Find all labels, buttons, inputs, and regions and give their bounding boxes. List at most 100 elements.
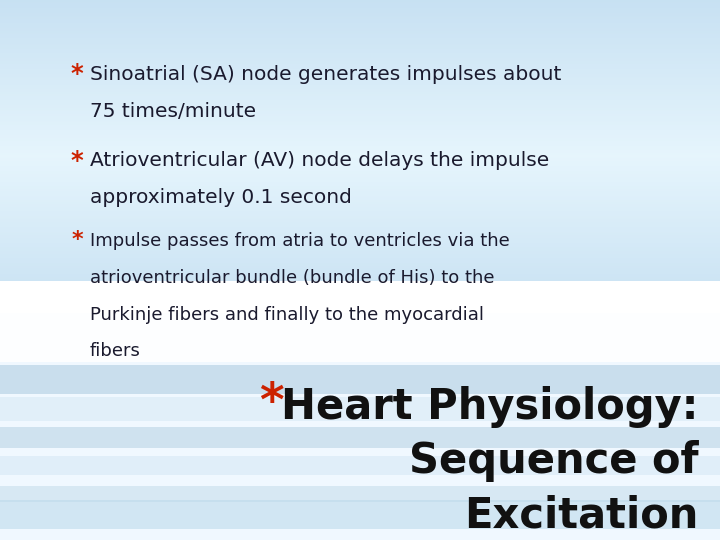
Bar	[0, 210, 720, 211]
Bar	[0, 500, 720, 529]
Bar	[0, 226, 720, 227]
Bar	[0, 230, 720, 232]
Bar	[0, 44, 720, 45]
Bar	[0, 39, 720, 40]
Bar	[0, 127, 720, 129]
Bar	[0, 152, 720, 153]
Bar	[0, 194, 720, 195]
Bar	[0, 200, 720, 202]
Text: *: *	[70, 148, 83, 172]
Bar	[0, 124, 720, 125]
Bar	[0, 129, 720, 130]
Bar	[0, 260, 720, 261]
Bar	[0, 207, 720, 208]
Text: Atrioventricular (AV) node delays the impulse: Atrioventricular (AV) node delays the im…	[90, 151, 549, 170]
Text: *: *	[70, 62, 83, 86]
Bar	[0, 42, 720, 44]
Bar	[0, 134, 720, 136]
Bar	[0, 280, 720, 282]
Bar	[0, 72, 720, 73]
Bar	[0, 427, 720, 448]
Bar	[0, 277, 720, 279]
Bar	[0, 202, 720, 204]
Bar	[0, 312, 720, 313]
Bar	[0, 9, 720, 11]
Bar	[0, 22, 720, 23]
Bar	[0, 294, 720, 296]
Bar	[0, 247, 720, 249]
Bar	[0, 313, 720, 540]
Bar	[0, 91, 720, 92]
Bar	[0, 301, 720, 302]
Bar	[0, 273, 720, 274]
Bar	[0, 25, 720, 26]
Bar	[0, 147, 720, 149]
Bar	[0, 282, 720, 284]
Bar	[0, 268, 720, 269]
Bar	[0, 186, 720, 188]
Bar	[0, 0, 720, 2]
Bar	[0, 150, 720, 152]
Bar	[0, 69, 720, 70]
Bar	[0, 251, 720, 252]
Bar	[0, 181, 720, 183]
Bar	[0, 310, 720, 312]
Bar	[0, 14, 720, 16]
Bar	[0, 232, 720, 233]
Bar	[0, 33, 720, 35]
Bar	[0, 19, 720, 21]
Bar	[0, 307, 720, 308]
Bar	[0, 94, 720, 96]
Text: *: *	[259, 381, 284, 426]
Bar	[0, 99, 720, 100]
Text: Sinoatrial (SA) node generates impulses about: Sinoatrial (SA) node generates impulses …	[90, 65, 562, 84]
Bar	[0, 208, 720, 210]
Bar	[0, 85, 720, 86]
Bar	[0, 114, 720, 116]
Bar	[0, 16, 720, 17]
Bar	[0, 23, 720, 25]
Bar	[0, 139, 720, 141]
Text: Excitation: Excitation	[464, 494, 698, 536]
Text: Sequence of: Sequence of	[409, 440, 698, 482]
Bar	[0, 8, 720, 9]
Bar	[0, 153, 720, 155]
Bar	[0, 240, 720, 241]
Bar	[0, 161, 720, 163]
Bar	[0, 195, 720, 197]
Bar	[0, 193, 720, 194]
Bar	[0, 233, 720, 235]
Bar	[0, 53, 720, 55]
Bar	[0, 227, 720, 228]
Bar	[0, 40, 720, 42]
Bar	[0, 132, 720, 133]
Bar	[0, 63, 720, 64]
Bar	[0, 255, 720, 257]
Bar	[0, 144, 720, 146]
Bar	[0, 52, 720, 53]
Bar	[0, 299, 720, 301]
Bar	[0, 269, 720, 271]
Bar	[0, 36, 720, 38]
Bar	[0, 97, 720, 99]
Bar	[0, 26, 720, 28]
Bar	[0, 191, 720, 193]
Bar	[0, 111, 720, 113]
Bar	[0, 306, 720, 307]
Bar	[0, 82, 720, 83]
Bar	[0, 279, 720, 280]
Bar	[0, 266, 720, 268]
Bar	[0, 113, 720, 114]
Bar	[0, 130, 720, 132]
Bar	[0, 17, 720, 19]
Bar	[0, 103, 720, 105]
Bar	[0, 117, 720, 119]
Bar	[0, 31, 720, 33]
Bar	[0, 214, 720, 216]
Bar	[0, 291, 720, 293]
Bar	[0, 224, 720, 226]
Bar	[0, 83, 720, 85]
Bar	[0, 12, 720, 14]
Bar	[0, 2, 720, 3]
Bar	[0, 238, 720, 240]
